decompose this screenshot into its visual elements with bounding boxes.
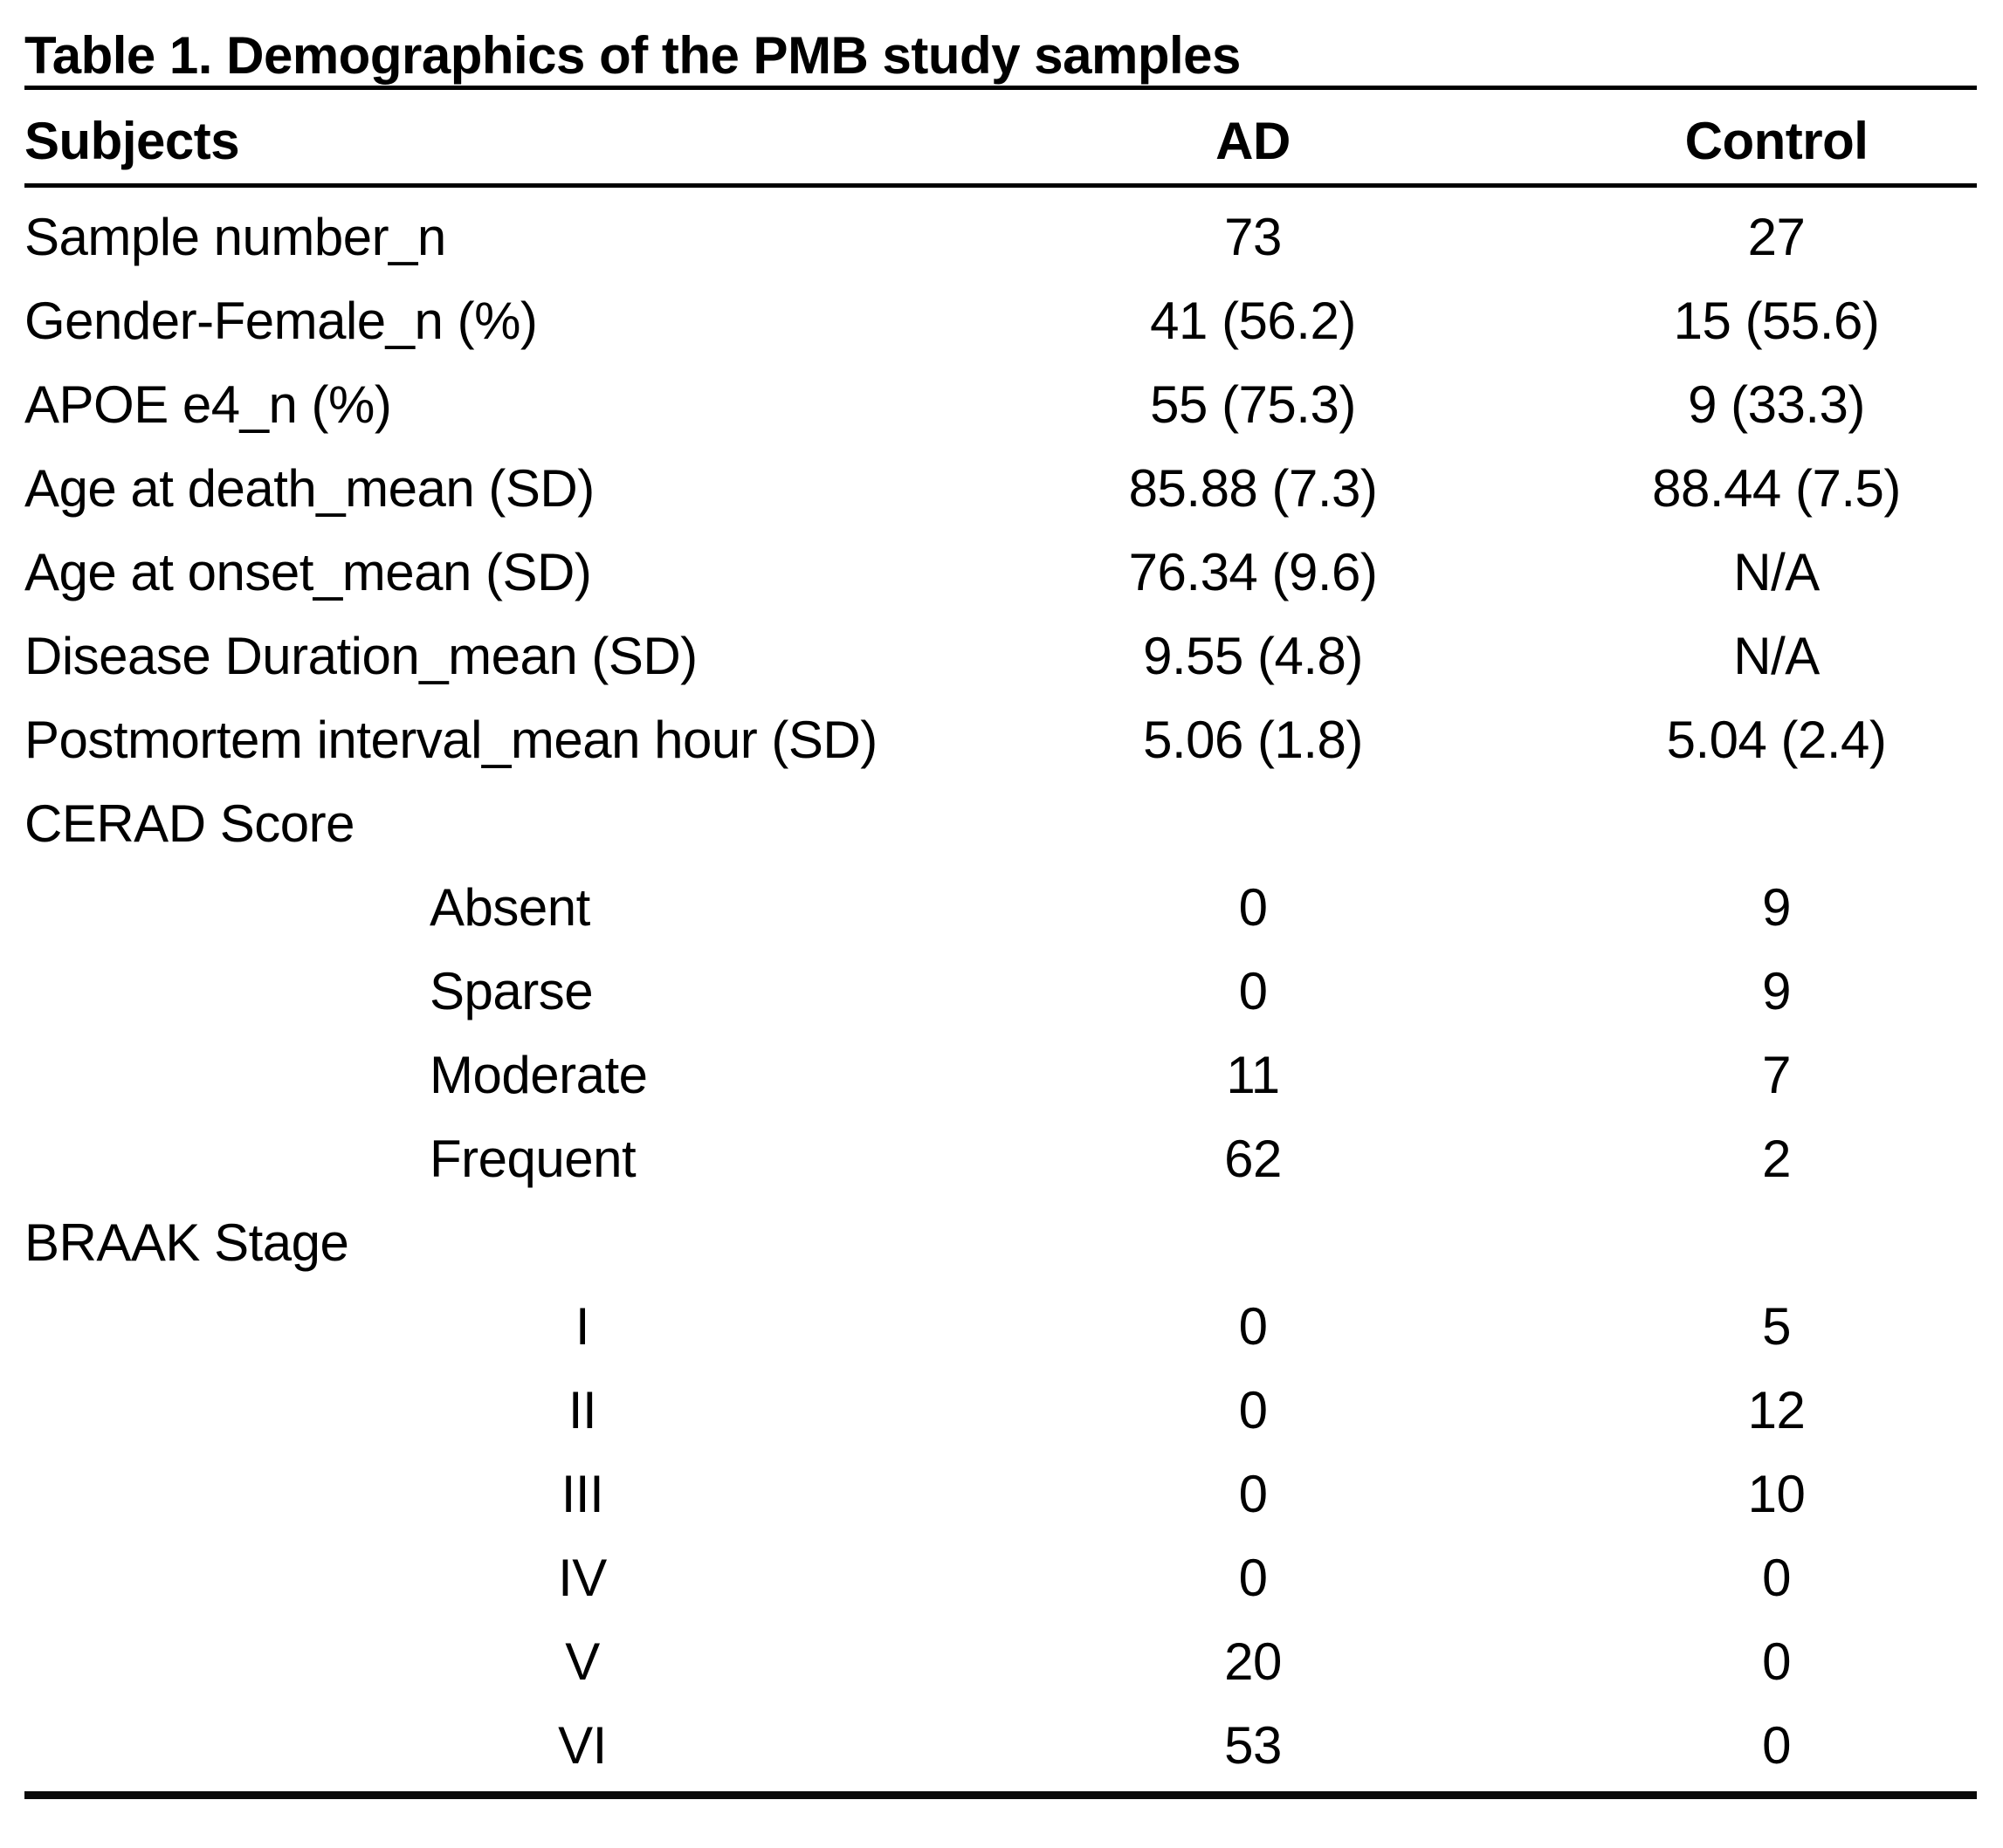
table-row: III 0 10 (24, 1452, 1977, 1535)
row-label: Gender-Female_n (%) (24, 291, 538, 350)
table-row: Sample number_n 73 27 (24, 195, 1977, 278)
ad-value: 53 (1224, 1715, 1282, 1775)
table-row: II 0 12 (24, 1368, 1977, 1452)
table-title: Table 1. Demographics of the PMB study s… (24, 24, 1977, 90)
table-row: IV 0 0 (24, 1535, 1977, 1619)
row-label: I (575, 1296, 590, 1356)
ad-value: 0 (1238, 1464, 1268, 1523)
control-value: 9 (33.3) (1688, 374, 1865, 434)
ad-value: 62 (1224, 1129, 1282, 1188)
row-label: CERAD Score (24, 793, 354, 853)
row-label: BRAAK Stage (24, 1213, 349, 1272)
control-value: 0 (1762, 1548, 1791, 1607)
ad-value: 5.06 (1.8) (1143, 710, 1363, 769)
ad-value: 0 (1238, 1296, 1268, 1356)
table-row: Disease Duration_mean (SD) 9.55 (4.8) N/… (24, 614, 1977, 697)
column-header-control: Control (1684, 112, 1869, 170)
table-row: BRAAK Stage (24, 1200, 1977, 1284)
table-row: I 0 5 (24, 1284, 1977, 1368)
column-header-subjects: Subjects (24, 112, 240, 170)
row-label: Postmortem interval_mean hour (SD) (24, 710, 878, 769)
row-label: III (561, 1464, 604, 1523)
table-row: APOE e4_n (%) 55 (75.3) 9 (33.3) (24, 362, 1977, 446)
ad-value: 55 (75.3) (1150, 374, 1356, 434)
control-value: 27 (1747, 207, 1806, 266)
row-label: II (568, 1380, 597, 1439)
control-value: 15 (55.6) (1673, 291, 1880, 350)
ad-value: 41 (56.2) (1150, 291, 1356, 350)
row-label: Absent (430, 877, 590, 937)
demographics-table: Table 1. Demographics of the PMB study s… (24, 24, 1977, 1799)
ad-value: 0 (1238, 877, 1268, 937)
column-header-ad: AD (1215, 112, 1291, 170)
row-label: Age at death_mean (SD) (24, 458, 595, 518)
control-value: 7 (1762, 1045, 1791, 1104)
row-label: Disease Duration_mean (SD) (24, 626, 698, 685)
table-row: Age at onset_mean (SD) 76.34 (9.6) N/A (24, 530, 1977, 614)
table-row: VI 53 0 (24, 1703, 1977, 1787)
table-row: Postmortem interval_mean hour (SD) 5.06 … (24, 697, 1977, 781)
row-label: Sparse (430, 961, 594, 1020)
row-label: Moderate (430, 1045, 648, 1104)
control-value: 12 (1747, 1380, 1806, 1439)
ad-value: 20 (1224, 1632, 1282, 1691)
ad-value: 9.55 (4.8) (1143, 626, 1363, 685)
table-header-row: Subjects AD Control (24, 90, 1977, 188)
control-value: 5.04 (2.4) (1666, 710, 1887, 769)
table-row: Absent 0 9 (24, 865, 1977, 949)
table-body: Sample number_n 73 27 Gender-Female_n (%… (24, 188, 1977, 1799)
table-row: CERAD Score (24, 781, 1977, 865)
control-value: 9 (1762, 877, 1791, 937)
row-label: Sample number_n (24, 207, 446, 266)
control-value: 0 (1762, 1632, 1791, 1691)
ad-value: 0 (1238, 961, 1268, 1020)
ad-value: 11 (1226, 1045, 1280, 1104)
ad-value: 0 (1238, 1548, 1268, 1607)
row-label: VI (558, 1715, 607, 1775)
control-value: 10 (1747, 1464, 1806, 1523)
row-label: Age at onset_mean (SD) (24, 542, 592, 601)
row-label: V (565, 1632, 600, 1691)
table-row: Moderate 11 7 (24, 1033, 1977, 1116)
ad-value: 73 (1224, 207, 1282, 266)
control-value: 0 (1762, 1715, 1791, 1775)
row-label: APOE e4_n (%) (24, 374, 392, 434)
table-row: V 20 0 (24, 1619, 1977, 1703)
table-row: Age at death_mean (SD) 85.88 (7.3) 88.44… (24, 446, 1977, 530)
control-value: 9 (1762, 961, 1791, 1020)
ad-value: 0 (1238, 1380, 1268, 1439)
control-value: 5 (1762, 1296, 1791, 1356)
row-label: Frequent (430, 1129, 637, 1188)
control-value: N/A (1733, 626, 1820, 685)
control-value: N/A (1733, 542, 1820, 601)
ad-value: 85.88 (7.3) (1128, 458, 1378, 518)
row-label: IV (558, 1548, 607, 1607)
control-value: 88.44 (7.5) (1652, 458, 1901, 518)
table-row: Sparse 0 9 (24, 949, 1977, 1033)
control-value: 2 (1762, 1129, 1791, 1188)
table-row: Frequent 62 2 (24, 1116, 1977, 1200)
ad-value: 76.34 (9.6) (1128, 542, 1378, 601)
table-row: Gender-Female_n (%) 41 (56.2) 15 (55.6) (24, 278, 1977, 362)
